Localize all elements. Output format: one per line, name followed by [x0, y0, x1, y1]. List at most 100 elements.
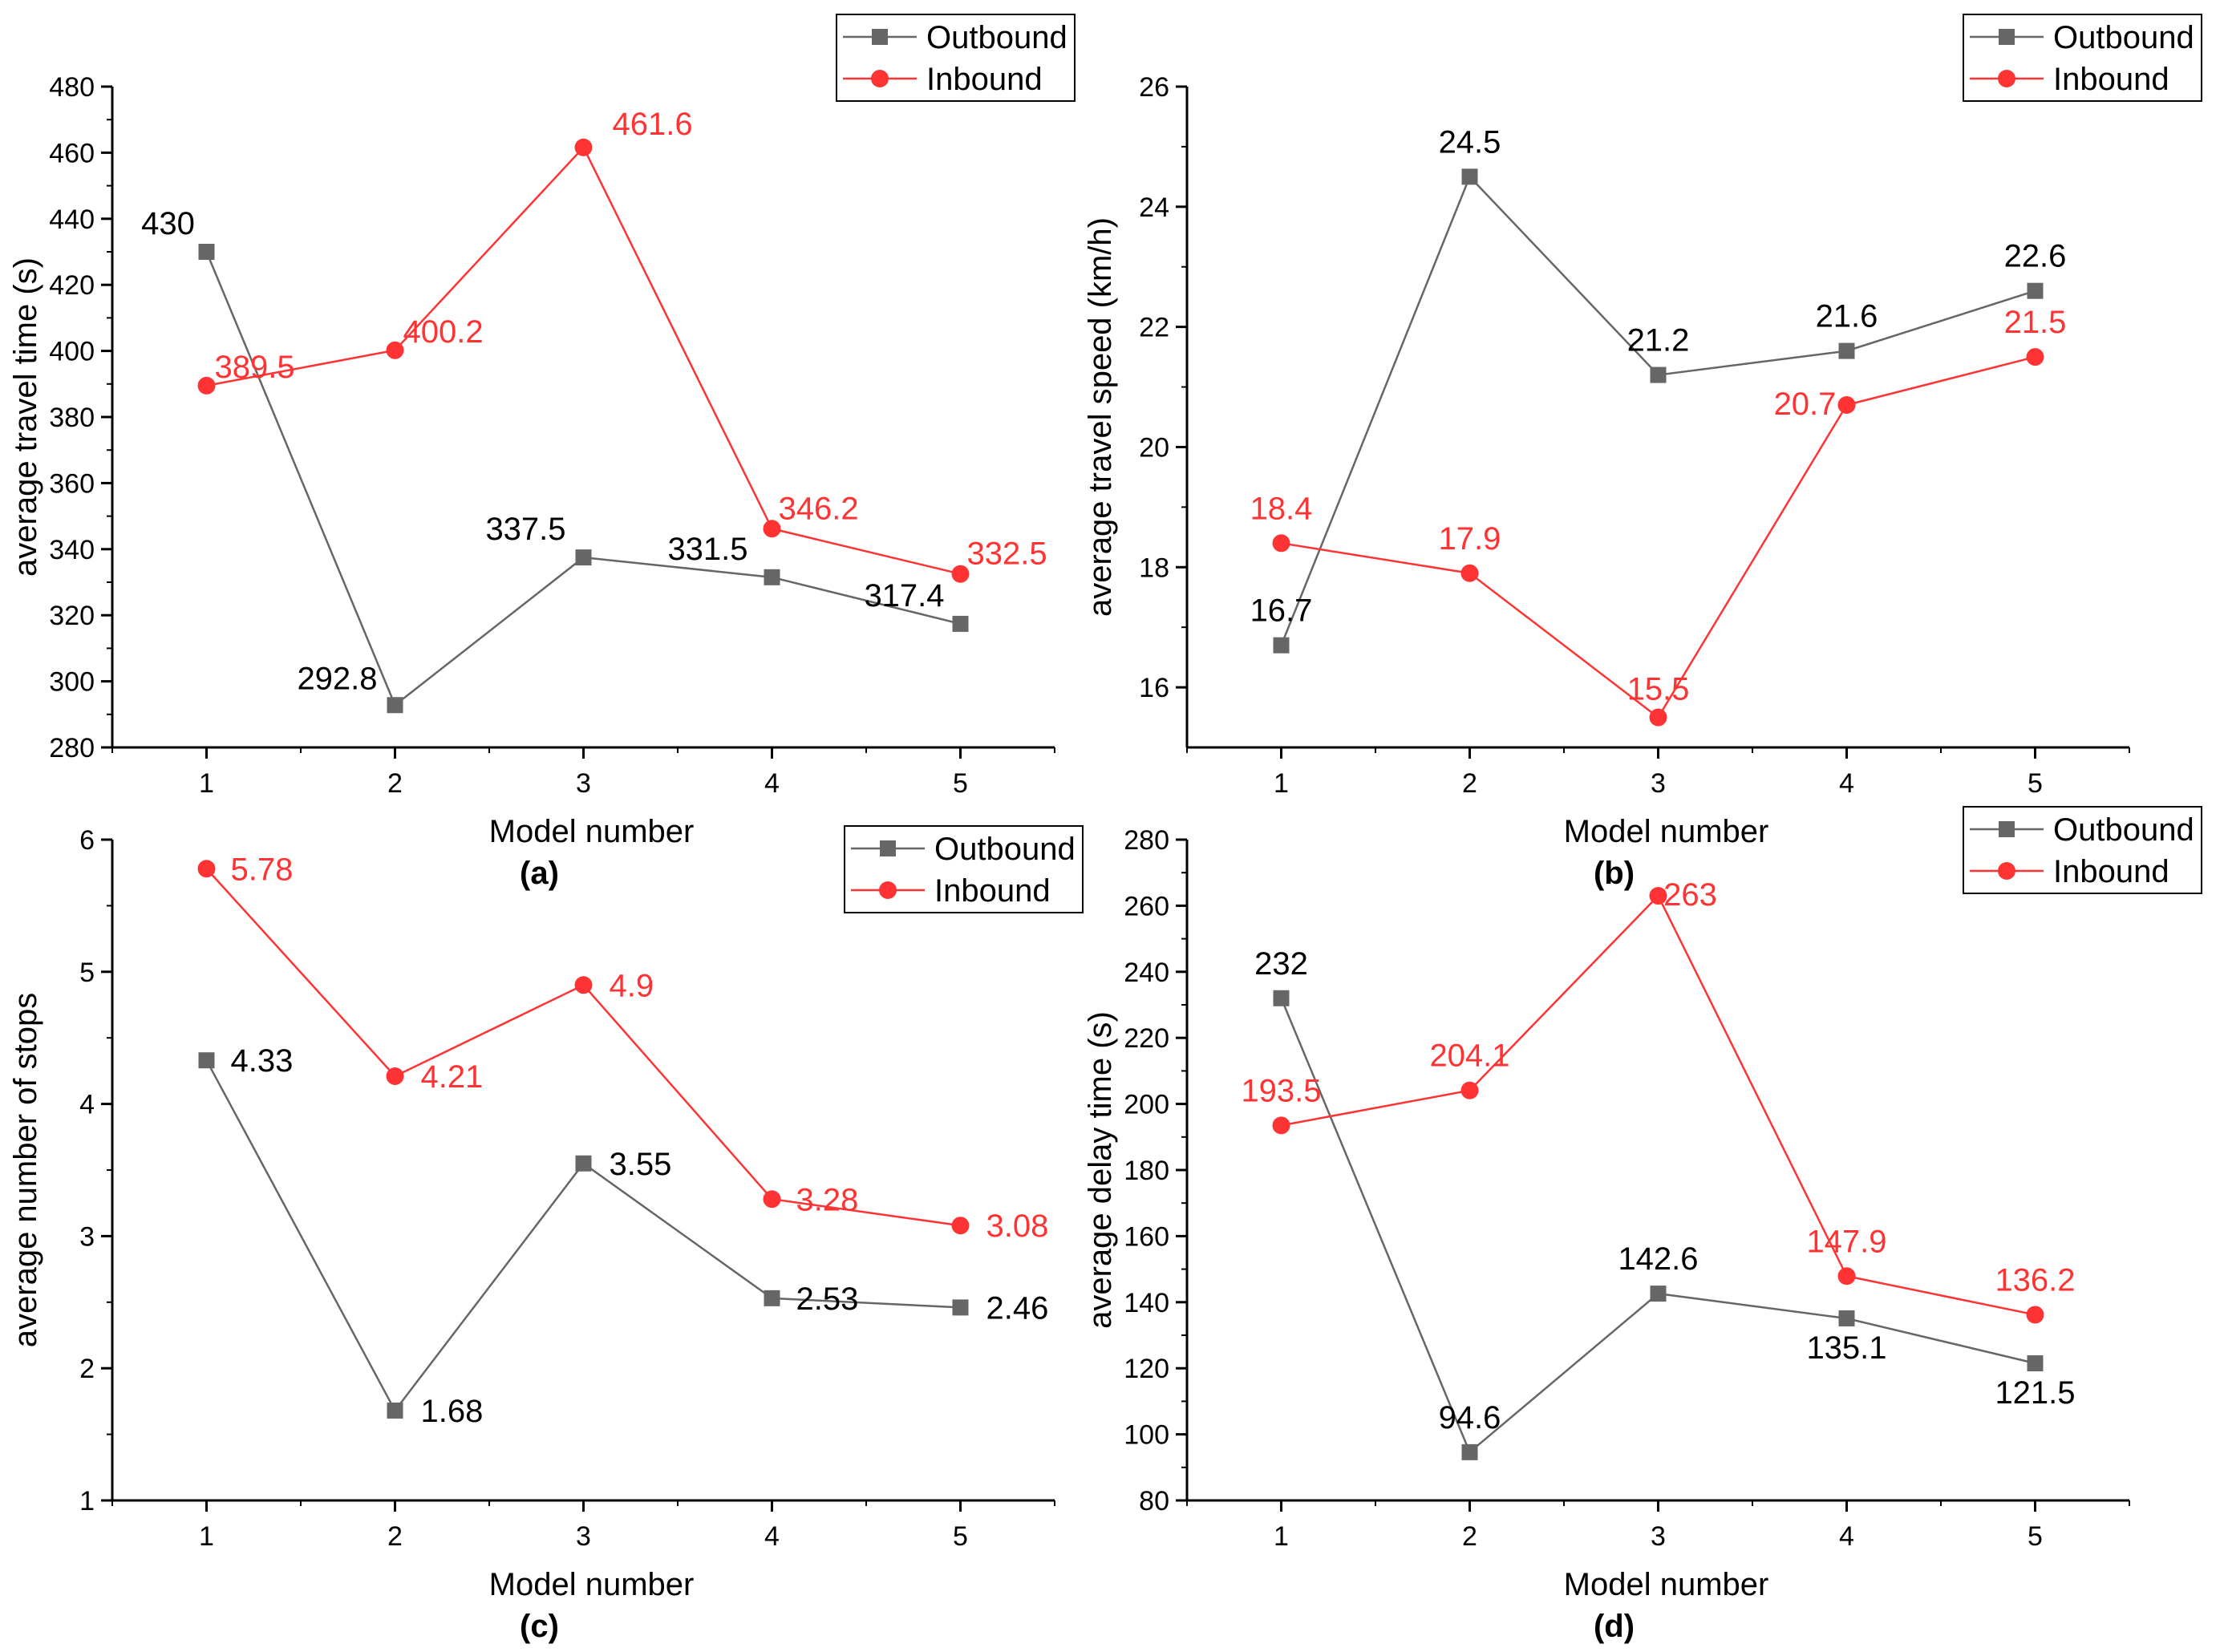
inbound-data-label: 193.5: [1241, 1073, 1321, 1108]
legend: Outbound Inbound: [844, 825, 1084, 913]
outbound-data-label: 142.6: [1618, 1241, 1698, 1277]
x-tick-label: 4: [764, 768, 780, 799]
outbound-point: [764, 569, 780, 585]
y-axis-label: average number of stops: [8, 993, 43, 1347]
outbound-point: [1650, 1286, 1667, 1302]
inbound-data-label: 332.5: [967, 536, 1047, 572]
y-tick-label: 420: [49, 270, 95, 301]
outbound-series-line: [1280, 175, 2036, 646]
x-tick-label: 4: [764, 1521, 780, 1552]
outbound-point: [1838, 342, 1855, 359]
legend: Outbound Inbound: [836, 14, 1076, 102]
y-tick-label: 200: [1124, 1090, 1169, 1120]
outbound-point: [1650, 366, 1667, 383]
outbound-data-label: 16.7: [1250, 593, 1313, 629]
y-tick-label: 220: [1124, 1023, 1169, 1054]
outbound-point: [1461, 168, 1478, 185]
y-tick-label: 24: [1139, 192, 1169, 223]
outbound-data-label: 232: [1254, 946, 1308, 982]
outbound-point: [952, 615, 969, 632]
inbound-point: [386, 341, 404, 359]
panel-label: (a): [520, 856, 559, 891]
x-tick-label: 2: [387, 1521, 403, 1552]
x-tick-label: 1: [1274, 1521, 1289, 1552]
x-tick-label: 3: [576, 768, 591, 799]
inbound-point: [574, 138, 593, 156]
inbound-data-label: 3.28: [796, 1182, 859, 1217]
legend-outbound-label: Outbound: [2053, 20, 2194, 55]
outbound-data-label: 337.5: [485, 512, 565, 547]
outbound-point: [1461, 1443, 1478, 1460]
x-tick-label: 5: [2028, 768, 2043, 799]
y-tick-label: 340: [49, 535, 95, 565]
y-tick-label: 160: [1124, 1221, 1169, 1252]
outbound-data-label: 317.4: [864, 578, 944, 613]
outbound-point: [1273, 637, 1290, 654]
legend-inbound-label: Inbound: [934, 873, 1051, 909]
y-tick-label: 26: [1139, 72, 1169, 103]
x-tick-label: 5: [2028, 1521, 2043, 1552]
inbound-point: [1837, 1267, 1856, 1286]
inbound-data-label: 3.08: [986, 1209, 1049, 1244]
chart-panel-4: 80 100 120 140 160 180 200 220 240 260 280 1 2 3 4 5 Mod…: [1083, 806, 2202, 1644]
inbound-point: [763, 1190, 781, 1209]
x-axis-label: Model number: [1564, 1567, 1769, 1602]
inbound-point: [1460, 564, 1479, 582]
legend-inbound-marker: [1998, 862, 2015, 880]
legend-inbound-label: Inbound: [2053, 62, 2169, 97]
outbound-point: [1273, 990, 1290, 1006]
y-tick-label: 16: [1139, 673, 1169, 703]
outbound-series-line: [205, 1059, 961, 1413]
inbound-data-label: 461.6: [613, 107, 693, 142]
x-tick-label: 1: [1274, 768, 1289, 799]
inbound-point: [763, 520, 781, 538]
outbound-data-label: 121.5: [1995, 1375, 2075, 1411]
outbound-data-label: 22.6: [2004, 239, 2067, 274]
outbound-data-label: 292.8: [297, 661, 377, 696]
outbound-data-label: 1.68: [421, 1394, 484, 1429]
legend-outbound-marker: [872, 29, 888, 45]
inbound-point: [1649, 887, 1667, 905]
chart-panel-2: 16 18 20 22 24 26 1 2 3 4 5 Model number average tra…: [1083, 14, 2202, 891]
outbound-point: [198, 1052, 215, 1069]
y-tick-label: 2: [79, 1354, 95, 1384]
x-axis-label: Model number: [1564, 814, 1769, 849]
y-tick-label: 4: [79, 1090, 95, 1120]
outbound-data-label: 430: [141, 206, 195, 241]
inbound-data-label: 389.5: [215, 350, 295, 385]
y-tick-label: 18: [1139, 553, 1169, 583]
outbound-data-label: 331.5: [667, 532, 747, 567]
legend: Outbound Inbound: [1963, 806, 2202, 894]
inbound-point: [197, 376, 216, 395]
inbound-point: [1460, 1081, 1479, 1099]
inbound-data-label: 263: [1663, 877, 1717, 913]
x-tick-label: 3: [1651, 768, 1666, 799]
inbound-point: [574, 976, 593, 994]
y-tick-label: 80: [1139, 1486, 1169, 1516]
outbound-series-line: [205, 251, 961, 707]
legend-outbound-label: Outbound: [2053, 812, 2194, 848]
y-tick-label: 22: [1139, 313, 1169, 343]
inbound-data-label: 204.1: [1429, 1039, 1509, 1074]
inbound-data-label: 18.4: [1250, 491, 1313, 526]
inbound-data-label: 21.5: [2004, 305, 2067, 340]
legend-outbound-marker: [880, 840, 896, 856]
inbound-data-label: 4.9: [610, 968, 654, 1003]
y-tick-label: 480: [49, 72, 95, 103]
y-axis-label: average delay time (s): [1083, 1011, 1118, 1329]
y-tick-label: 3: [79, 1221, 95, 1252]
legend-inbound-marker: [871, 70, 889, 87]
inbound-point: [951, 1217, 970, 1235]
inbound-data-label: 17.9: [1439, 521, 1501, 557]
legend-inbound-label: Inbound: [2053, 854, 2169, 889]
x-tick-label: 5: [953, 768, 968, 799]
legend-inbound-marker: [1998, 70, 2015, 87]
inbound-point: [197, 860, 216, 878]
x-tick-label: 2: [1462, 768, 1477, 799]
inbound-data-label: 4.21: [421, 1059, 484, 1095]
y-tick-label: 20: [1139, 432, 1169, 463]
inbound-point: [1272, 534, 1290, 553]
chart-panel-1: 280 300 320 340 360 380 400 420 440 460 480 1 2 3 4 5 Mo…: [8, 14, 1076, 891]
outbound-point: [952, 1299, 969, 1316]
outbound-data-label: 2.46: [986, 1290, 1049, 1326]
